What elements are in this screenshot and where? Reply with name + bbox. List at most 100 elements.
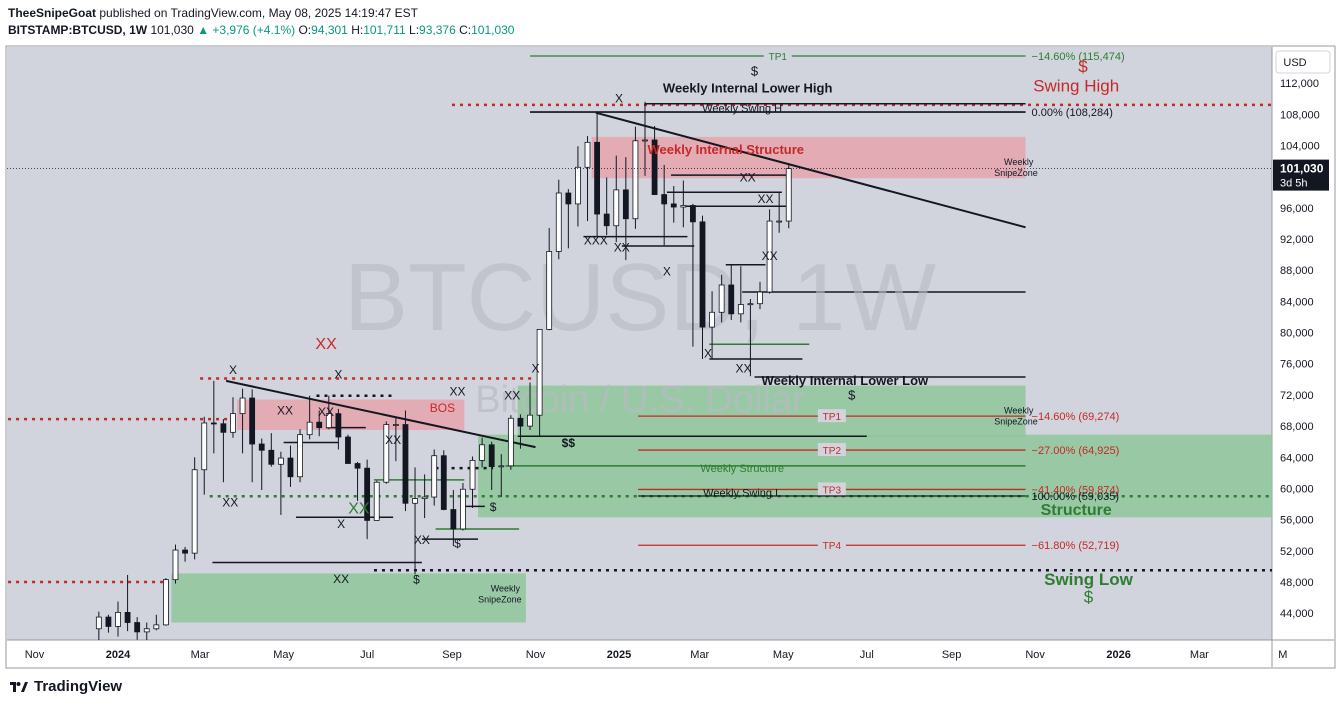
- chart-annotation[interactable]: Weekly: [1004, 406, 1034, 416]
- candle[interactable]: [287, 457, 294, 478]
- chart-annotation[interactable]: X: [531, 361, 539, 375]
- weekly-snipezone-mid[interactable]: [517, 385, 1026, 438]
- chart-annotation[interactable]: XX: [757, 192, 773, 206]
- candle[interactable]: [737, 304, 744, 315]
- candle[interactable]: [201, 422, 208, 471]
- chart-annotation[interactable]: XX: [740, 170, 756, 184]
- candle[interactable]: [210, 422, 217, 425]
- chart-annotation[interactable]: Structure: [1041, 502, 1112, 519]
- chart-annotation[interactable]: XXX: [584, 233, 608, 247]
- price-scale-background[interactable]: [1272, 47, 1334, 640]
- candle[interactable]: [488, 444, 495, 468]
- tradingview-logo[interactable]: TradingView: [8, 678, 122, 695]
- chart-annotation[interactable]: X: [334, 368, 342, 382]
- candle[interactable]: [718, 284, 725, 313]
- chart-annotation[interactable]: Weekly Internal Structure: [647, 142, 804, 157]
- candle[interactable]: [766, 220, 773, 293]
- candle[interactable]: [785, 168, 792, 222]
- candle[interactable]: [182, 549, 188, 554]
- weekly-structure-zone[interactable]: [478, 434, 1309, 518]
- candle[interactable]: [115, 612, 121, 627]
- chart-annotation[interactable]: $: [1084, 587, 1094, 606]
- candle[interactable]: [555, 192, 562, 252]
- weekly-snipezone-bottom[interactable]: [171, 573, 526, 623]
- chart-annotation[interactable]: X: [337, 517, 345, 531]
- weekly-internal-structure-zone[interactable]: [237, 399, 465, 430]
- trend-line[interactable]: [595, 111, 1026, 229]
- candle[interactable]: [373, 481, 380, 521]
- candle[interactable]: [249, 397, 256, 445]
- chart-annotation[interactable]: XX: [318, 405, 334, 419]
- candle[interactable]: [306, 421, 313, 436]
- chart-annotation[interactable]: $: [751, 63, 759, 78]
- chart-annotation[interactable]: BOS: [430, 401, 455, 415]
- candle[interactable]: [757, 291, 763, 305]
- candle[interactable]: [661, 194, 668, 205]
- chart-annotation[interactable]: XX: [277, 403, 293, 417]
- candle[interactable]: [105, 616, 112, 627]
- candle[interactable]: [460, 488, 466, 530]
- chart-annotation[interactable]: XX: [762, 249, 778, 263]
- candle[interactable]: [364, 467, 371, 521]
- candle[interactable]: [153, 624, 160, 630]
- candle[interactable]: [297, 434, 303, 478]
- candle[interactable]: [402, 424, 409, 504]
- candle[interactable]: [680, 205, 687, 208]
- candle[interactable]: [335, 413, 342, 438]
- candle[interactable]: [163, 579, 169, 626]
- chart-annotation[interactable]: Weekly Swing H: [702, 103, 782, 115]
- chart-annotation[interactable]: X: [229, 363, 237, 377]
- candle[interactable]: [594, 141, 600, 215]
- candle[interactable]: [699, 221, 706, 328]
- candle[interactable]: [709, 311, 715, 328]
- candle[interactable]: [575, 166, 581, 205]
- candle[interactable]: [670, 203, 677, 208]
- chart-annotation[interactable]: $: [1078, 57, 1088, 76]
- chart-annotation[interactable]: XX: [315, 336, 337, 353]
- candle[interactable]: [613, 189, 620, 227]
- candle[interactable]: [258, 443, 265, 451]
- candle[interactable]: [431, 455, 438, 498]
- candle[interactable]: [134, 622, 141, 633]
- candle[interactable]: [325, 413, 332, 429]
- candle[interactable]: [776, 220, 783, 223]
- candle[interactable]: [479, 444, 486, 461]
- chart-annotation[interactable]: XX: [348, 500, 370, 517]
- candle[interactable]: [277, 457, 284, 465]
- chart-annotation[interactable]: XX: [414, 533, 430, 547]
- candle[interactable]: [143, 628, 150, 633]
- chart-annotation[interactable]: X: [663, 265, 671, 279]
- candle[interactable]: [507, 417, 514, 467]
- chart-annotation[interactable]: Weekly: [491, 583, 521, 593]
- candle[interactable]: [124, 612, 131, 623]
- chart-annotation[interactable]: Weekly: [1004, 157, 1034, 167]
- currency-badge[interactable]: USD: [1275, 50, 1331, 74]
- candle[interactable]: [268, 449, 275, 465]
- chart-annotation[interactable]: XX: [614, 240, 630, 254]
- trend-line[interactable]: [225, 379, 536, 449]
- candle[interactable]: [642, 139, 648, 142]
- chart-annotation[interactable]: XX: [222, 495, 238, 509]
- candle[interactable]: [584, 141, 591, 168]
- candle[interactable]: [517, 417, 524, 427]
- chart-annotation[interactable]: XX: [449, 385, 465, 399]
- candle[interactable]: [345, 436, 351, 464]
- candle[interactable]: [498, 465, 505, 468]
- chart-annotation[interactable]: Swing High: [1033, 77, 1119, 96]
- chart-annotation[interactable]: $$: [562, 436, 576, 450]
- candle[interactable]: [440, 455, 447, 510]
- chart-annotation[interactable]: Weekly Structure: [700, 463, 784, 475]
- chart-annotation[interactable]: $: [848, 388, 856, 403]
- chart-annotation[interactable]: $: [413, 573, 420, 587]
- candle[interactable]: [651, 139, 658, 195]
- candle[interactable]: [239, 397, 246, 415]
- candle[interactable]: [690, 205, 696, 223]
- candle[interactable]: [622, 189, 629, 220]
- candle[interactable]: [469, 459, 476, 490]
- candle[interactable]: [383, 424, 390, 483]
- candle[interactable]: [546, 251, 553, 330]
- candle[interactable]: [450, 509, 457, 530]
- candle[interactable]: [316, 421, 323, 429]
- candle[interactable]: [421, 496, 428, 499]
